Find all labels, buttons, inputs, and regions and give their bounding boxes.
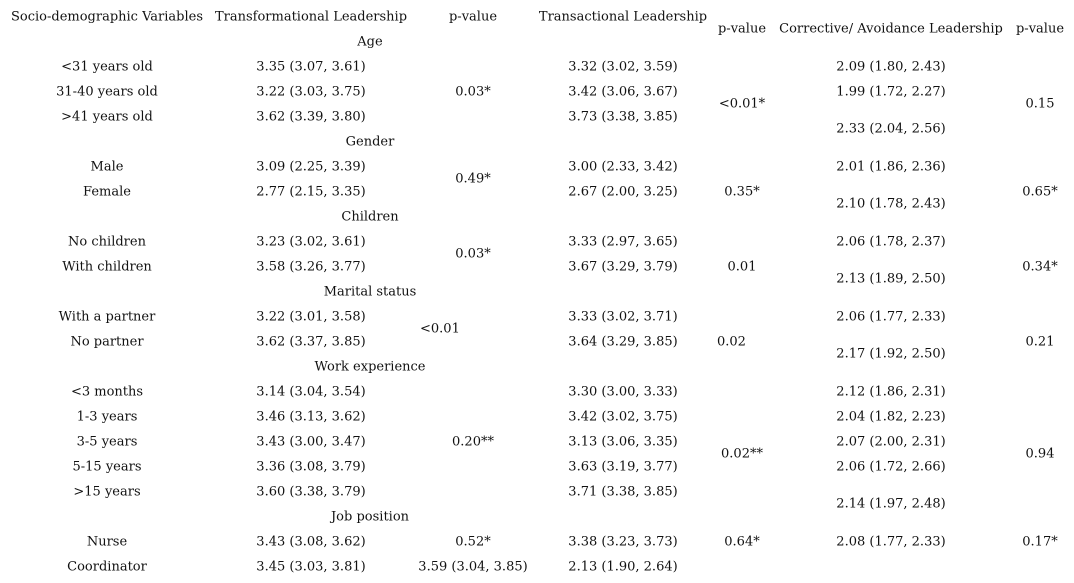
p-value: 0.03* — [455, 246, 491, 262]
row-label: With a partner — [58, 309, 156, 325]
transformational-value: 3.46 (3.13, 3.62) — [256, 409, 366, 425]
p-value: 0.20** — [452, 434, 494, 450]
p-value: <0.01* — [718, 96, 766, 112]
transformational-value: 3.22 (3.01, 3.58) — [256, 309, 366, 325]
p-value: 0.01 — [727, 259, 757, 275]
corrective-value: 2.09 (1.80, 2.43) — [836, 59, 946, 75]
row-label: 3-5 years — [76, 434, 138, 450]
transformational-value: 3.43 (3.08, 3.62) — [256, 534, 366, 550]
group-label-age: Age — [357, 34, 383, 50]
row-label: Nurse — [86, 534, 128, 550]
transformational-value: 3.22 (3.03, 3.75) — [256, 84, 366, 100]
corrective-value: 2.01 (1.86, 2.36) — [836, 159, 946, 175]
transformational-value: 3.58 (3.26, 3.77) — [256, 259, 366, 275]
group-label-work: Work experience — [314, 359, 426, 375]
corrective-value: 2.14 (1.97, 2.48) — [836, 496, 946, 512]
header-p-value: p-value — [448, 9, 498, 25]
row-label: Female — [83, 184, 131, 200]
row-label: With children — [62, 259, 152, 275]
transactional-value: 3.63 (3.19, 3.77) — [568, 459, 678, 475]
transactional-value: 3.38 (3.23, 3.73) — [568, 534, 678, 550]
p-value: 0.65* — [1022, 184, 1058, 200]
header-corrective: Corrective/ Avoidance Leadership — [779, 21, 1003, 37]
corrective-value: 2.10 (1.78, 2.43) — [836, 196, 946, 212]
corrective-value: 2.13 (1.90, 2.64) — [568, 559, 678, 575]
transactional-value: 3.59 (3.04, 3.85) — [418, 559, 528, 575]
corrective-value: 2.06 (1.72, 2.66) — [836, 459, 946, 475]
header-p-value: p-value — [1015, 21, 1065, 37]
p-value: 0.64* — [724, 534, 760, 550]
p-value: 0.52* — [455, 534, 491, 550]
row-label: 1-3 years — [76, 409, 138, 425]
corrective-value: 2.12 (1.86, 2.31) — [836, 384, 946, 400]
transactional-value: 3.64 (3.29, 3.85) — [568, 334, 678, 350]
transactional-value: 2.67 (2.00, 3.25) — [568, 184, 678, 200]
p-value: 0.35* — [724, 184, 760, 200]
corrective-value: 1.99 (1.72, 2.27) — [836, 84, 946, 100]
transactional-value: 3.33 (3.02, 3.71) — [568, 309, 678, 325]
transactional-value: 3.13 (3.06, 3.35) — [568, 434, 678, 450]
corrective-value: 2.04 (1.82, 2.23) — [836, 409, 946, 425]
transformational-value: 3.23 (3.02, 3.61) — [256, 234, 366, 250]
row-label: Coordinator — [67, 559, 147, 575]
transformational-value: 2.77 (2.15, 3.35) — [256, 184, 366, 200]
transactional-value: 3.00 (2.33, 3.42) — [568, 159, 678, 175]
transformational-value: 3.36 (3.08, 3.79) — [256, 459, 366, 475]
row-label: >41 years old — [61, 109, 153, 125]
header-variables: Socio-demographic Variables — [10, 9, 204, 25]
p-value: 0.02** — [721, 446, 763, 462]
p-value: 0.03* — [455, 84, 491, 100]
transformational-value: 3.14 (3.04, 3.54) — [256, 384, 366, 400]
p-value: 0.94 — [1025, 446, 1055, 462]
row-label: Male — [90, 159, 124, 175]
group-label-gender: Gender — [345, 134, 395, 150]
row-label: No children — [68, 234, 146, 250]
corrective-value: 2.06 (1.78, 2.37) — [836, 234, 946, 250]
p-value: 0.34* — [1022, 259, 1058, 275]
header-p-value: p-value — [717, 21, 767, 37]
transactional-value: 3.33 (2.97, 3.65) — [568, 234, 678, 250]
p-value: <0.01 — [420, 321, 460, 337]
row-label: No partner — [70, 334, 144, 350]
group-label-marital: Marital status — [323, 284, 417, 300]
corrective-value: 2.17 (1.92, 2.50) — [836, 346, 946, 362]
row-label: 31-40 years old — [56, 84, 158, 100]
p-value: 0.02 — [717, 334, 746, 350]
header-transactional: Transactional Leadership — [538, 9, 708, 25]
transformational-value: 3.62 (3.37, 3.85) — [256, 334, 366, 350]
corrective-value: 2.33 (2.04, 2.56) — [836, 121, 946, 137]
transactional-value: 3.32 (3.02, 3.59) — [568, 59, 678, 75]
transformational-value: 3.62 (3.39, 3.80) — [256, 109, 366, 125]
transactional-value: 3.71 (3.38, 3.85) — [568, 484, 678, 500]
p-value: 0.21 — [1025, 334, 1055, 350]
transformational-value: 3.43 (3.00, 3.47) — [256, 434, 366, 450]
transactional-value: 3.30 (3.00, 3.33) — [568, 384, 678, 400]
transformational-value: 3.60 (3.38, 3.79) — [256, 484, 366, 500]
row-label: <3 months — [70, 384, 144, 400]
row-label: >15 years — [73, 484, 141, 500]
corrective-value: 2.13 (1.89, 2.50) — [836, 271, 946, 287]
transactional-value: 3.42 (3.02, 3.75) — [568, 409, 678, 425]
corrective-value: 2.06 (1.77, 2.33) — [836, 309, 946, 325]
group-label-children: Children — [341, 209, 399, 225]
transactional-value: 3.42 (3.06, 3.67) — [568, 84, 678, 100]
p-value: 0.17* — [1022, 534, 1058, 550]
row-label: <31 years old — [61, 59, 153, 75]
transformational-value: 3.09 (2.25, 3.39) — [256, 159, 366, 175]
header-transformational: Transformational Leadership — [214, 9, 408, 25]
transformational-value: 3.35 (3.07, 3.61) — [256, 59, 366, 75]
row-label: 5-15 years — [72, 459, 142, 475]
transformational-value: 3.45 (3.03, 3.81) — [256, 559, 366, 575]
corrective-value: 2.07 (2.00, 2.31) — [836, 434, 946, 450]
corrective-value: 2.08 (1.77, 2.33) — [836, 534, 946, 550]
transactional-value: 3.73 (3.38, 3.85) — [568, 109, 678, 125]
p-value: 0.15 — [1025, 96, 1055, 112]
p-value: 0.49* — [455, 171, 491, 187]
group-label-job: Job position — [330, 509, 410, 525]
transactional-value: 3.67 (3.29, 3.79) — [568, 259, 678, 275]
